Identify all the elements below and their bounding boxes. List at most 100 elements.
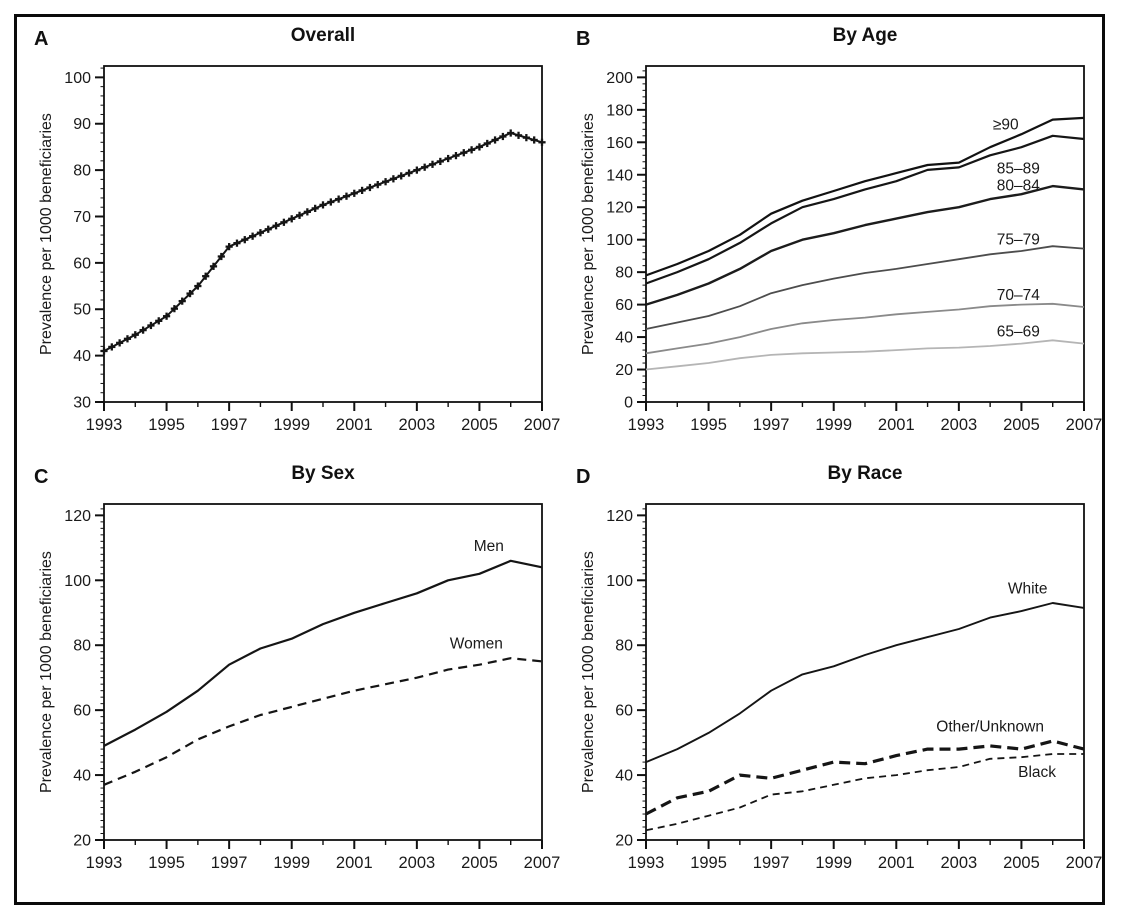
x-axis: 1993 1995 1997 1999 2001 2003 2005 2007 [628, 840, 1103, 872]
y-tick-label: 180 [606, 102, 633, 119]
series-line-women [103, 657, 543, 786]
y-tick-label: 20 [73, 833, 91, 850]
y-tick-label: 30 [73, 395, 91, 412]
plot-box [103, 65, 543, 403]
y-tick-label: 120 [606, 508, 633, 525]
y-axis: 0 20 40 60 80 100 120 140 160 180 200 [606, 70, 646, 412]
x-tick-label: 2007 [524, 854, 561, 872]
series-line-85-89 [645, 134, 1085, 285]
x-tick-label: 2001 [878, 416, 915, 434]
y-tick-label: 40 [73, 348, 91, 365]
x-axis: 1993 1995 1997 1999 2001 2003 2005 2007 [628, 402, 1103, 434]
x-tick-label: 2001 [878, 854, 915, 872]
series-label-women: Women [450, 636, 503, 653]
series-labels: White Other/Unknown Black [936, 580, 1056, 780]
panel-overall: A Overall Prevalence per 1000 beneficiar… [22, 20, 562, 456]
panel-title-overall: Overall [290, 25, 356, 46]
y-tick-label: 100 [64, 70, 91, 87]
y-tick-label: 60 [73, 255, 91, 272]
x-tick-label: 1997 [211, 416, 248, 434]
y-tick-label: 40 [615, 330, 633, 347]
series-label-white: White [1008, 580, 1048, 597]
series-group [100, 129, 546, 355]
series-label-80-84: 80–84 [997, 177, 1040, 194]
series-label-70-74: 70–74 [997, 287, 1040, 304]
series-line-black [645, 753, 1084, 832]
series-line-65-69 [645, 339, 1085, 371]
x-tick-label: 1997 [211, 854, 248, 872]
y-tick-label: 40 [615, 768, 633, 785]
series-line-overall [103, 132, 543, 352]
y-tick-label: 50 [73, 302, 91, 319]
x-tick-label: 2001 [336, 416, 373, 434]
y-tick-label: 60 [615, 703, 633, 720]
y-tick-label: 80 [73, 638, 91, 655]
x-tick-label: 1995 [690, 854, 727, 872]
panel-letter-c: C [34, 466, 49, 488]
y-tick-label: 60 [615, 297, 633, 314]
y-tick-label: 80 [615, 638, 633, 655]
series-label-65-69: 65–69 [997, 323, 1040, 340]
panel-letter-a: A [34, 28, 49, 50]
panel-by-sex: C By Sex Prevalence per 1000 beneficiari… [22, 458, 562, 894]
series-line-white [645, 602, 1085, 763]
x-tick-label: 1993 [628, 854, 665, 872]
series-label-men: Men [474, 538, 504, 555]
series-group [103, 559, 543, 786]
y-tick-label: 160 [606, 135, 633, 152]
y-tick-label: 80 [615, 265, 633, 282]
y-tick-label: 120 [64, 508, 91, 525]
figure-border [14, 14, 1105, 905]
x-tick-label: 1995 [690, 416, 727, 434]
y-tick-label: 80 [73, 163, 91, 180]
panel-title-by-age: By Age [832, 25, 898, 46]
x-tick-label: 1999 [273, 854, 310, 872]
y-tick-label: 120 [606, 200, 633, 217]
x-tick-label: 1993 [628, 416, 665, 434]
y-tick-label: 90 [73, 116, 91, 133]
y-tick-label: 40 [73, 768, 91, 785]
y-tick-label: 140 [606, 167, 633, 184]
x-tick-label: 2005 [461, 416, 498, 434]
panel-title-by-sex: By Sex [291, 463, 355, 484]
y-tick-label: 70 [73, 209, 91, 226]
series-labels: Men Women [450, 538, 504, 652]
x-tick-label: 1999 [273, 416, 310, 434]
plot-overall: 30 40 50 60 70 80 90 100 1993 1995 1997 1999 2001 200… [64, 65, 560, 434]
x-tick-label: 2005 [461, 854, 498, 872]
x-tick-label: 1993 [86, 416, 123, 434]
y-tick-label: 20 [615, 362, 633, 379]
y-tick-label: 100 [606, 232, 633, 249]
x-axis: 1993 1995 1997 1999 2001 2003 2005 2007 [86, 402, 560, 434]
x-tick-label: 2003 [940, 416, 977, 434]
x-tick-label: 2007 [1066, 854, 1103, 872]
series-line-75-79 [645, 245, 1085, 330]
x-tick-label: 2003 [398, 854, 435, 872]
panel-title-by-race: By Race [827, 463, 903, 484]
series-label-90: ≥90 [993, 116, 1019, 133]
series-label-other-unknown: Other/Unknown [936, 718, 1044, 735]
plot-by-race: 20 40 60 80 100 120 1993 1995 1997 1999 2001 2003 20… [606, 503, 1103, 872]
x-tick-label: 2003 [940, 854, 977, 872]
x-tick-label: 2005 [1003, 854, 1040, 872]
x-tick-label: 2005 [1003, 416, 1040, 434]
x-tick-label: 1999 [815, 854, 852, 872]
panel-by-race: D By Race Prevalence per 1000 beneficiar… [564, 458, 1104, 894]
x-tick-label: 1995 [148, 854, 185, 872]
series-group [645, 602, 1085, 832]
x-tick-label: 2007 [1066, 416, 1103, 434]
y-tick-label: 0 [624, 395, 633, 412]
x-tick-label: 1995 [148, 416, 185, 434]
y-axis: 30 40 50 60 70 80 90 100 [64, 67, 104, 412]
y-tick-label: 100 [64, 573, 91, 590]
x-tick-label: 1997 [753, 854, 790, 872]
panel-letter-d: D [576, 466, 591, 488]
y-tick-label: 100 [606, 573, 633, 590]
series-label-75-79: 75–79 [997, 232, 1040, 249]
y-tick-label: 20 [615, 833, 633, 850]
series-line-70-74 [645, 302, 1085, 355]
series-label-black: Black [1018, 764, 1056, 781]
x-axis: 1993 1995 1997 1999 2001 2003 2005 2007 [86, 840, 561, 872]
